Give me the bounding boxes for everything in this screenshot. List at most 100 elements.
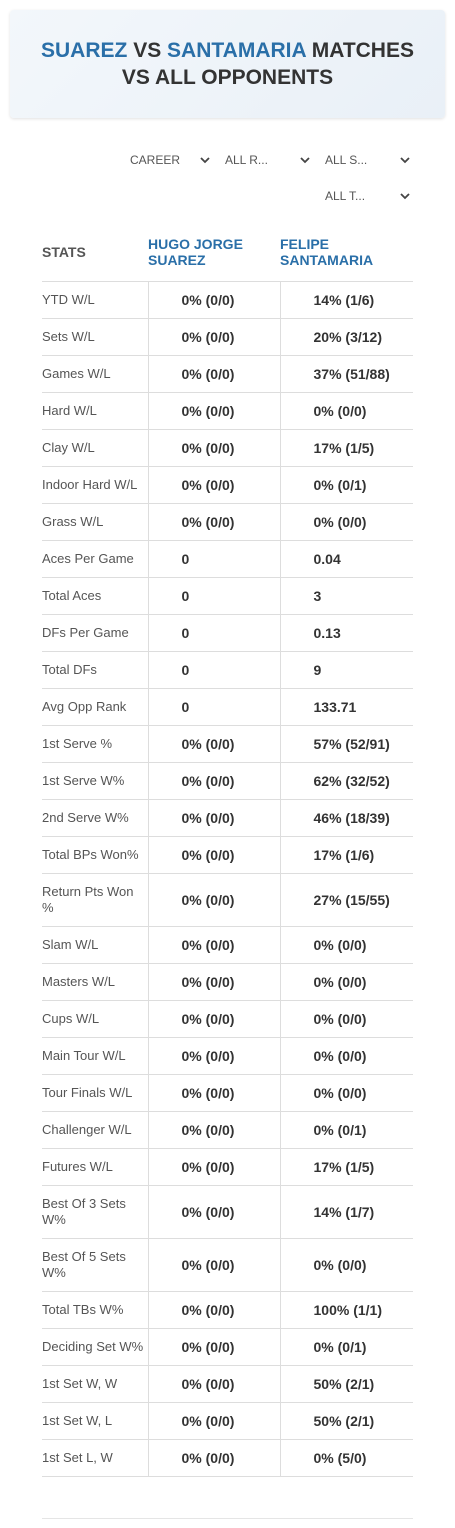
stat-row: 1st Serve W% 0% (0/0) 62% (32/52) [42,762,413,800]
filter-label: CAREER [130,153,181,167]
stat-value: 14% (1/7) [279,1185,413,1239]
chevron [400,157,410,164]
stat-row: 1st Serve % 0% (0/0) 57% (52/91) [42,725,413,763]
divider [42,1518,413,1519]
filter-label: ALL R... [225,153,268,167]
chevron [200,157,210,164]
stat-label: Masters W/L [42,963,148,1001]
stat-label: Clay W/L [42,429,148,467]
stat-label: 1st Serve W% [42,762,148,800]
stat-row: Slam W/L 0% (0/0) 0% (0/0) [42,926,413,964]
stat-value: 0% (0/0) [279,963,413,1001]
stat-value: 17% (1/5) [279,429,413,467]
stat-value: 20% (3/12) [279,318,413,356]
stat-value: 0 [147,577,280,615]
filter-select[interactable]: CAREER [130,150,210,170]
stat-row: 2nd Serve W% 0% (0/0) 46% (18/39) [42,799,413,837]
stat-value: 0% (0/0) [279,1000,413,1038]
stat-value: 0% (0/1) [279,466,413,504]
filter-select[interactable]: ALL R... [225,150,310,170]
stat-value: 0% (0/0) [279,1238,413,1292]
stat-value: 46% (18/39) [279,799,413,837]
stat-value: 0 [147,540,280,578]
stat-value: 0% (0/0) [279,926,413,964]
stat-row: Clay W/L 0% (0/0) 17% (1/5) [42,429,413,467]
stat-row: Total TBs W% 0% (0/0) 100% (1/1) [42,1291,413,1329]
stat-label: Sets W/L [42,318,148,356]
filter-select[interactable]: ALL S... [325,150,410,170]
stat-label: 1st Serve % [42,725,148,763]
stat-value: 0% (0/0) [147,281,280,319]
stat-label: Hard W/L [42,392,148,430]
stat-row: Deciding Set W% 0% (0/0) 0% (0/1) [42,1328,413,1366]
stat-row: Masters W/L 0% (0/0) 0% (0/0) [42,963,413,1001]
stat-label: Best Of 3 Sets W% [42,1185,148,1239]
stat-value: 50% (2/1) [279,1402,413,1440]
column-header[interactable]: FELIPE SANTAMARIA [280,222,413,282]
stat-value: 0% (0/0) [147,1037,280,1075]
stat-row: Futures W/L 0% (0/0) 17% (1/5) [42,1148,413,1186]
stat-row: Avg Opp Rank 0 133.71 [42,688,413,726]
stat-value: 50% (2/1) [279,1365,413,1403]
stat-value: 0% (0/0) [147,1238,280,1292]
stat-label: Games W/L [42,355,148,393]
stat-label: Total TBs W% [42,1291,148,1329]
stat-value: 133.71 [279,688,413,726]
stat-label: Cups W/L [42,1000,148,1038]
column-header[interactable]: HUGO JORGE SUAREZ [148,222,280,282]
stat-value: 0 [147,614,280,652]
stat-label: 1st Set W, L [42,1402,148,1440]
stats-table: STATS HUGO JORGE SUAREZ FELIPE SANTAMARI… [42,222,413,1477]
stat-row: Sets W/L 0% (0/0) 20% (3/12) [42,318,413,356]
stat-value: 27% (15/55) [279,873,413,927]
title: SUAREZ VS SANTAMARIA MATCHES VS ALL OPPO… [28,37,428,91]
stat-label: Futures W/L [42,1148,148,1186]
stat-value: 0% (0/0) [147,1111,280,1149]
stat-row: YTD W/L 0% (0/0) 14% (1/6) [42,281,413,319]
stat-value: 0% (0/0) [279,392,413,430]
stat-value: 0% (0/0) [147,762,280,800]
stat-row: Total BPs Won% 0% (0/0) 17% (1/6) [42,836,413,874]
stat-label: Slam W/L [42,926,148,964]
stat-value: 0% (0/0) [147,799,280,837]
stat-value: 0% (0/0) [279,1074,413,1112]
stat-label: Return Pts Won % [42,873,148,927]
column-header: STATS [42,222,148,282]
stat-value: 0% (0/1) [279,1111,413,1149]
chevron [400,193,410,200]
stat-label: Best Of 5 Sets W% [42,1238,148,1292]
stat-row: 1st Set W, L 0% (0/0) 50% (2/1) [42,1402,413,1440]
stat-value: 14% (1/6) [279,281,413,319]
stat-row: Tour Finals W/L 0% (0/0) 0% (0/0) [42,1074,413,1112]
stat-row: Indoor Hard W/L 0% (0/0) 0% (0/1) [42,466,413,504]
stat-label: Main Tour W/L [42,1037,148,1075]
stat-value: 0% (0/0) [147,318,280,356]
stat-value: 0% (0/0) [279,503,413,541]
filter-select[interactable]: ALL T... [325,186,410,206]
stat-label: Indoor Hard W/L [42,466,148,504]
stat-value: 0% (0/0) [147,503,280,541]
stat-label: 2nd Serve W% [42,799,148,837]
stat-value: 0% (0/0) [147,836,280,874]
filter-label: ALL S... [325,153,368,167]
stat-value: 0% (0/0) [147,1000,280,1038]
stat-value: 0% (0/0) [147,1291,280,1329]
stat-value: 37% (51/88) [279,355,413,393]
stat-label: Grass W/L [42,503,148,541]
stat-value: 0% (0/0) [147,392,280,430]
player1-name: SUAREZ [41,39,128,62]
stat-value: 0% (0/0) [147,1185,280,1239]
stat-row: 1st Set W, W 0% (0/0) 50% (2/1) [42,1365,413,1403]
player2-name: SANTAMARIA [167,39,306,62]
stat-value: 0% (0/0) [147,1148,280,1186]
stat-value: 0 [147,651,280,689]
stat-label: Total Aces [42,577,148,615]
stat-row: Hard W/L 0% (0/0) 0% (0/0) [42,392,413,430]
stat-value: 17% (1/6) [279,836,413,874]
chevron [300,157,310,164]
stat-label: 1st Set W, W [42,1365,148,1403]
stat-value: 0% (0/0) [147,725,280,763]
stat-value: 0% (0/1) [279,1328,413,1366]
stat-row: Games W/L 0% (0/0) 37% (51/88) [42,355,413,393]
stat-value: 0% (0/0) [147,1402,280,1440]
